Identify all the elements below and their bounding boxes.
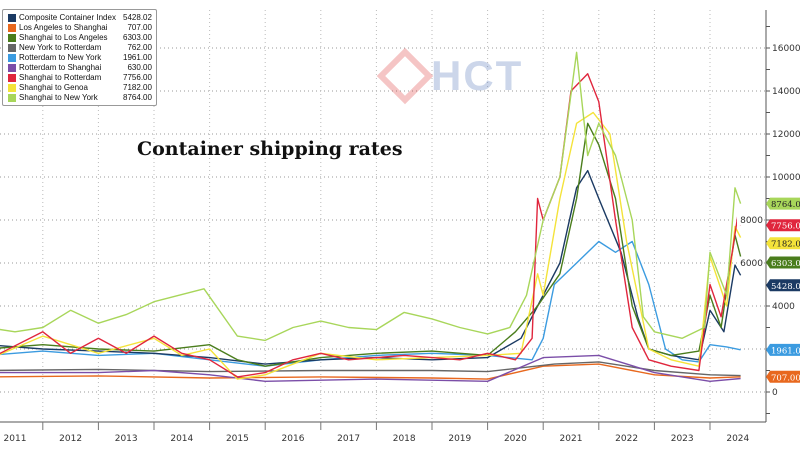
value-tag-bg — [766, 370, 800, 383]
y-tick-label-bg — [737, 214, 764, 225]
legend-value: 630.00 — [127, 63, 152, 72]
value-tag-label: 7182.00 — [771, 240, 800, 250]
y-tick-label: 14000 — [772, 87, 800, 97]
value-tag-bg — [766, 219, 800, 232]
y-tick-label: 10000 — [772, 173, 800, 183]
x-tick-label: 2023 — [671, 434, 694, 444]
legend-swatch — [8, 14, 16, 22]
legend-value: 8764.00 — [123, 93, 152, 102]
y-tick-label: 16000 — [772, 44, 800, 54]
value-tag-label: 8764.00 — [771, 200, 800, 210]
legend-value: 1961.00 — [123, 53, 152, 62]
x-tick-label: 2016 — [282, 434, 305, 444]
legend-value: 707.00 — [127, 23, 152, 32]
legend-swatch — [8, 74, 16, 82]
x-tick-label: 2020 — [504, 434, 527, 444]
legend-label: Shanghai to Genoa — [19, 83, 88, 92]
legend-swatch — [8, 64, 16, 72]
legend-item: Composite Container Index 5428.02 — [8, 13, 152, 23]
value-tag: 1961.00 — [766, 343, 800, 356]
series-line-shanghai-to-los-angeles — [0, 122, 742, 367]
legend-label: Shanghai to Rotterdam — [19, 73, 102, 82]
legend-item: Shanghai to Los Angeles 6303.00 — [8, 33, 152, 43]
y-tick-label: 12000 — [772, 130, 800, 140]
x-tick-label: 2022 — [615, 434, 638, 444]
value-tag: 5428.02 — [766, 279, 800, 292]
x-tick-label: 2011 — [4, 434, 27, 444]
legend-item: Shanghai to Rotterdam 7756.00 — [8, 73, 152, 83]
y-tick-label: 8000 — [740, 216, 763, 226]
value-tag-label: 7756.00 — [771, 222, 800, 232]
watermark-text: HCT — [431, 52, 524, 99]
legend-swatch — [8, 24, 16, 32]
legend-label: Shanghai to New York — [19, 93, 98, 102]
value-tag-bg — [766, 237, 800, 250]
legend-value: 7182.00 — [123, 83, 152, 92]
legend-item: New York to Rotterdam 762.00 — [8, 43, 152, 53]
legend-item: Los Angeles to Shanghai 707.00 — [8, 23, 152, 33]
x-tick-label: 2014 — [170, 434, 193, 444]
x-tick-label: 2018 — [393, 434, 416, 444]
legend-value: 762.00 — [127, 43, 152, 52]
watermark-logo: HCT — [376, 47, 524, 105]
legend-swatch — [8, 34, 16, 42]
y-tick-label-bg — [737, 257, 764, 268]
logo-diamond-icon — [376, 47, 434, 105]
legend-item: Shanghai to Genoa 7182.00 — [8, 83, 152, 93]
legend-value: 7756.00 — [123, 73, 152, 82]
legend-item: Shanghai to New York 8764.00 — [8, 93, 152, 103]
x-tick-label: 2021 — [560, 434, 583, 444]
series-line-shanghai-to-genoa — [0, 111, 742, 380]
legend-label: Los Angeles to Shanghai — [19, 23, 108, 32]
y-tick-label: 0 — [772, 388, 778, 398]
x-tick-label: 2013 — [115, 434, 138, 444]
legend-swatch — [8, 94, 16, 102]
legend-label: Rotterdam to Shanghai — [19, 63, 102, 72]
series-line-composite-container-index — [0, 169, 742, 365]
value-tag-label: 1961.00 — [771, 346, 800, 356]
legend-item: Rotterdam to New York 1961.00 — [8, 53, 152, 63]
legend-value: 5428.02 — [123, 13, 152, 22]
legend-label: Rotterdam to New York — [19, 53, 102, 62]
value-tag-bg — [766, 256, 800, 269]
legend-swatch — [8, 44, 16, 52]
value-tag: 707.00 — [766, 370, 800, 383]
x-tick-label: 2024 — [726, 434, 749, 444]
value-tag-bg — [766, 279, 800, 292]
legend: Composite Container Index 5428.02 Los Ange… — [2, 9, 157, 106]
y-tick-label: 4000 — [772, 302, 795, 312]
value-tag: 7756.00 — [766, 219, 800, 232]
x-tick-label: 2019 — [448, 434, 471, 444]
value-tag-label: 6303.00 — [771, 259, 800, 269]
value-tag: 7182.00 — [766, 237, 800, 250]
series-line-shanghai-to-new-york — [0, 51, 742, 342]
chart-title: Container shipping rates — [137, 138, 403, 160]
value-tag: 8764.00 — [766, 197, 800, 210]
x-tick-label: 2012 — [59, 434, 82, 444]
value-tag-bg — [766, 197, 800, 210]
series-line-rotterdam-to-shanghai — [0, 354, 741, 382]
x-tick-label: 2015 — [226, 434, 249, 444]
series-line-new-york-to-rotterdam — [0, 361, 741, 377]
legend-label: New York to Rotterdam — [19, 43, 102, 52]
legend-swatch — [8, 84, 16, 92]
x-tick-label: 2017 — [337, 434, 360, 444]
legend-item: Rotterdam to Shanghai 630.00 — [8, 63, 152, 73]
series-line-shanghai-to-rotterdam — [0, 73, 742, 378]
value-tag: 6303.00 — [766, 256, 800, 269]
legend-label: Composite Container Index — [19, 13, 116, 22]
legend-value: 6303.00 — [123, 33, 152, 42]
value-tag-label: 707.00 — [771, 373, 800, 383]
series-line-rotterdam-to-new-york — [0, 240, 741, 367]
value-tag-bg — [766, 343, 800, 356]
value-tag-label: 5428.02 — [771, 282, 800, 292]
legend-swatch — [8, 54, 16, 62]
y-tick-label: 6000 — [740, 259, 763, 269]
legend-label: Shanghai to Los Angeles — [19, 33, 108, 42]
